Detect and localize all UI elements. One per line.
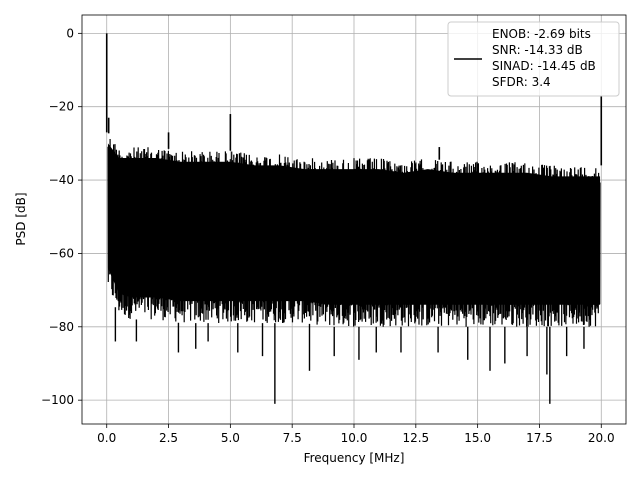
y-tick-label: −100 [41,393,74,407]
y-tick-label: −60 [49,246,74,260]
x-axis-label: Frequency [MHz] [304,451,405,465]
legend-entry-snr: SNR: -14.33 dB [492,43,583,57]
legend: ENOB: -2.69 bits SNR: -14.33 dB SINAD: -… [447,21,620,97]
y-tick-label: −20 [49,100,74,114]
x-tick-label: 0.0 [97,431,116,445]
x-axis-ticks: 0.0 2.5 5.0 7.5 10.0 12.5 15.0 17.5 20.0 [97,424,615,445]
legend-box [447,21,620,97]
y-tick-label: 0 [66,26,74,40]
x-tick-label: 20.0 [588,431,615,445]
legend-entry-sinad: SINAD: -14.45 dB [492,59,596,73]
x-tick-label: 5.0 [221,431,240,445]
y-tick-label: −80 [49,320,74,334]
x-tick-label: 15.0 [464,431,491,445]
legend-entry-enob: ENOB: -2.69 bits [492,27,591,41]
y-axis-ticks: 0 −20 −40 −60 −80 −100 [41,26,82,407]
x-tick-label: 17.5 [526,431,553,445]
x-tick-label: 7.5 [283,431,302,445]
psd-noise-band [107,143,601,305]
x-tick-label: 2.5 [159,431,178,445]
x-tick-label: 12.5 [402,431,429,445]
legend-entry-sfdr: SFDR: 3.4 [492,75,551,89]
psd-trace [105,33,603,404]
y-axis-label: PSD [dB] [14,192,28,245]
y-tick-label: −40 [49,173,74,187]
x-tick-label: 10.0 [341,431,368,445]
